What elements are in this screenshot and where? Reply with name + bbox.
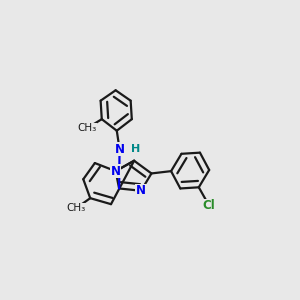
- Text: CH₃: CH₃: [77, 123, 96, 134]
- Text: N: N: [111, 165, 121, 178]
- Text: CH₃: CH₃: [67, 203, 86, 213]
- Text: H: H: [131, 144, 140, 154]
- Text: N: N: [115, 143, 124, 156]
- Text: N: N: [136, 184, 146, 197]
- Text: Cl: Cl: [203, 199, 216, 212]
